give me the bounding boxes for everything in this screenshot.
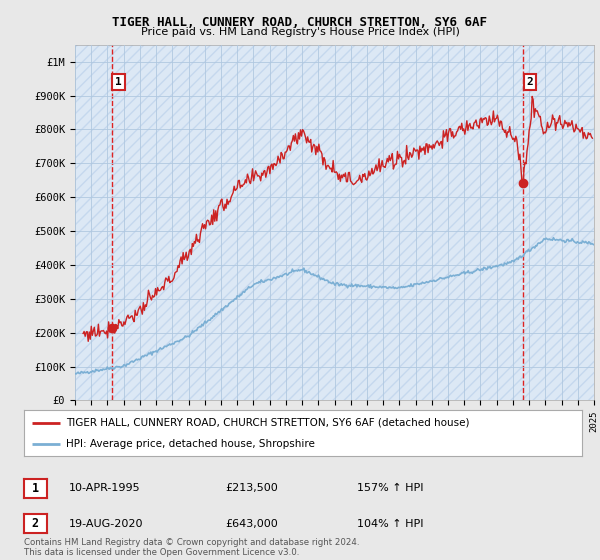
Text: 19-AUG-2020: 19-AUG-2020: [69, 519, 143, 529]
Text: TIGER HALL, CUNNERY ROAD, CHURCH STRETTON, SY6 6AF: TIGER HALL, CUNNERY ROAD, CHURCH STRETTO…: [113, 16, 487, 29]
Text: 1: 1: [115, 77, 122, 87]
Text: 1: 1: [32, 482, 39, 495]
Text: Contains HM Land Registry data © Crown copyright and database right 2024.
This d: Contains HM Land Registry data © Crown c…: [24, 538, 359, 557]
Text: 157% ↑ HPI: 157% ↑ HPI: [357, 483, 424, 493]
Text: HPI: Average price, detached house, Shropshire: HPI: Average price, detached house, Shro…: [66, 439, 315, 449]
Text: 2: 2: [526, 77, 533, 87]
Text: TIGER HALL, CUNNERY ROAD, CHURCH STRETTON, SY6 6AF (detached house): TIGER HALL, CUNNERY ROAD, CHURCH STRETTO…: [66, 418, 469, 428]
Text: 10-APR-1995: 10-APR-1995: [69, 483, 140, 493]
Text: Price paid vs. HM Land Registry's House Price Index (HPI): Price paid vs. HM Land Registry's House …: [140, 27, 460, 37]
Text: £213,500: £213,500: [225, 483, 278, 493]
Text: 2: 2: [32, 517, 39, 530]
Text: 104% ↑ HPI: 104% ↑ HPI: [357, 519, 424, 529]
Text: £643,000: £643,000: [225, 519, 278, 529]
